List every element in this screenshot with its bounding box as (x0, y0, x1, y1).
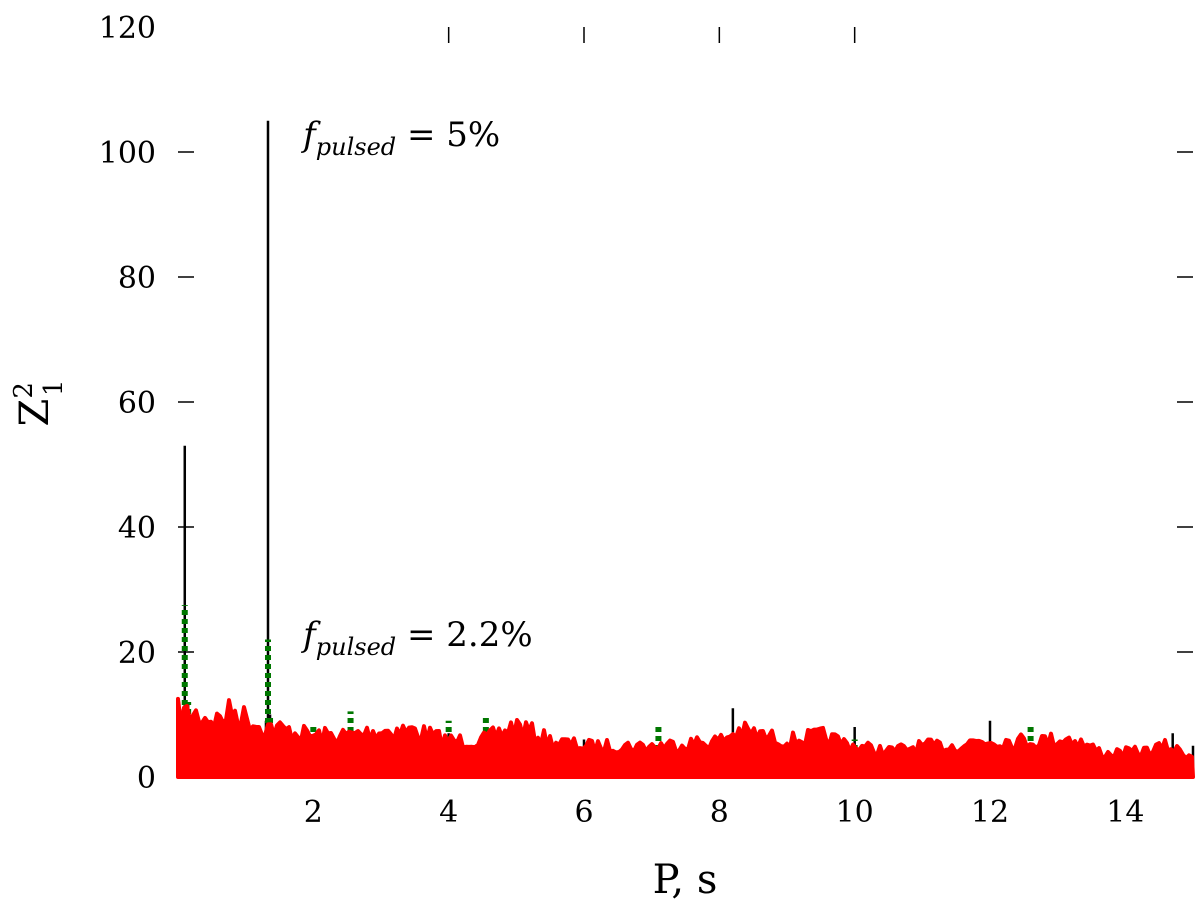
series-0-solid (183, 120, 1195, 777)
annotation-1: fpulsed = 2.2% (300, 615, 532, 661)
x-axis-title: P, s (653, 857, 718, 902)
y-tick-label-0: 0 (137, 761, 156, 796)
y-tick-label-5: 100 (99, 136, 156, 171)
annotation-0: fpulsed = 5% (300, 115, 500, 161)
x-tick-label-3: 8 (710, 795, 729, 830)
x-tick-label-1: 4 (439, 795, 458, 830)
y-tick-label-2: 40 (118, 511, 156, 546)
axes (178, 27, 1193, 653)
y-axis-title-superscript: 2 (9, 382, 39, 399)
y-axis-title-subscript: 1 (39, 380, 69, 397)
axis-labels: 2 4 6 8 10 12 14 0 20 40 60 80 100 120 (99, 11, 1145, 830)
data-series-layer (176, 120, 1195, 779)
series-2-solid (176, 696, 1195, 779)
annotations: fpulsed = 5% fpulsed = 2.2% (300, 115, 532, 661)
series-2-area (176, 696, 1195, 779)
y-tick-label-3: 60 (118, 386, 156, 421)
y-axis-title-base: Z (12, 399, 58, 427)
x-tick-label-2: 6 (574, 795, 593, 830)
x-tick-label-4: 10 (836, 795, 874, 830)
x-tick-label-0: 2 (304, 795, 323, 830)
x-tick-label-6: 14 (1106, 795, 1144, 830)
y-tick-label-6: 120 (99, 11, 156, 46)
x-tick-label-5: 12 (971, 795, 1009, 830)
y-tick-label-1: 20 (118, 636, 156, 671)
y-tick-label-4: 80 (118, 261, 156, 296)
y-axis-title: Z21 (9, 380, 69, 427)
